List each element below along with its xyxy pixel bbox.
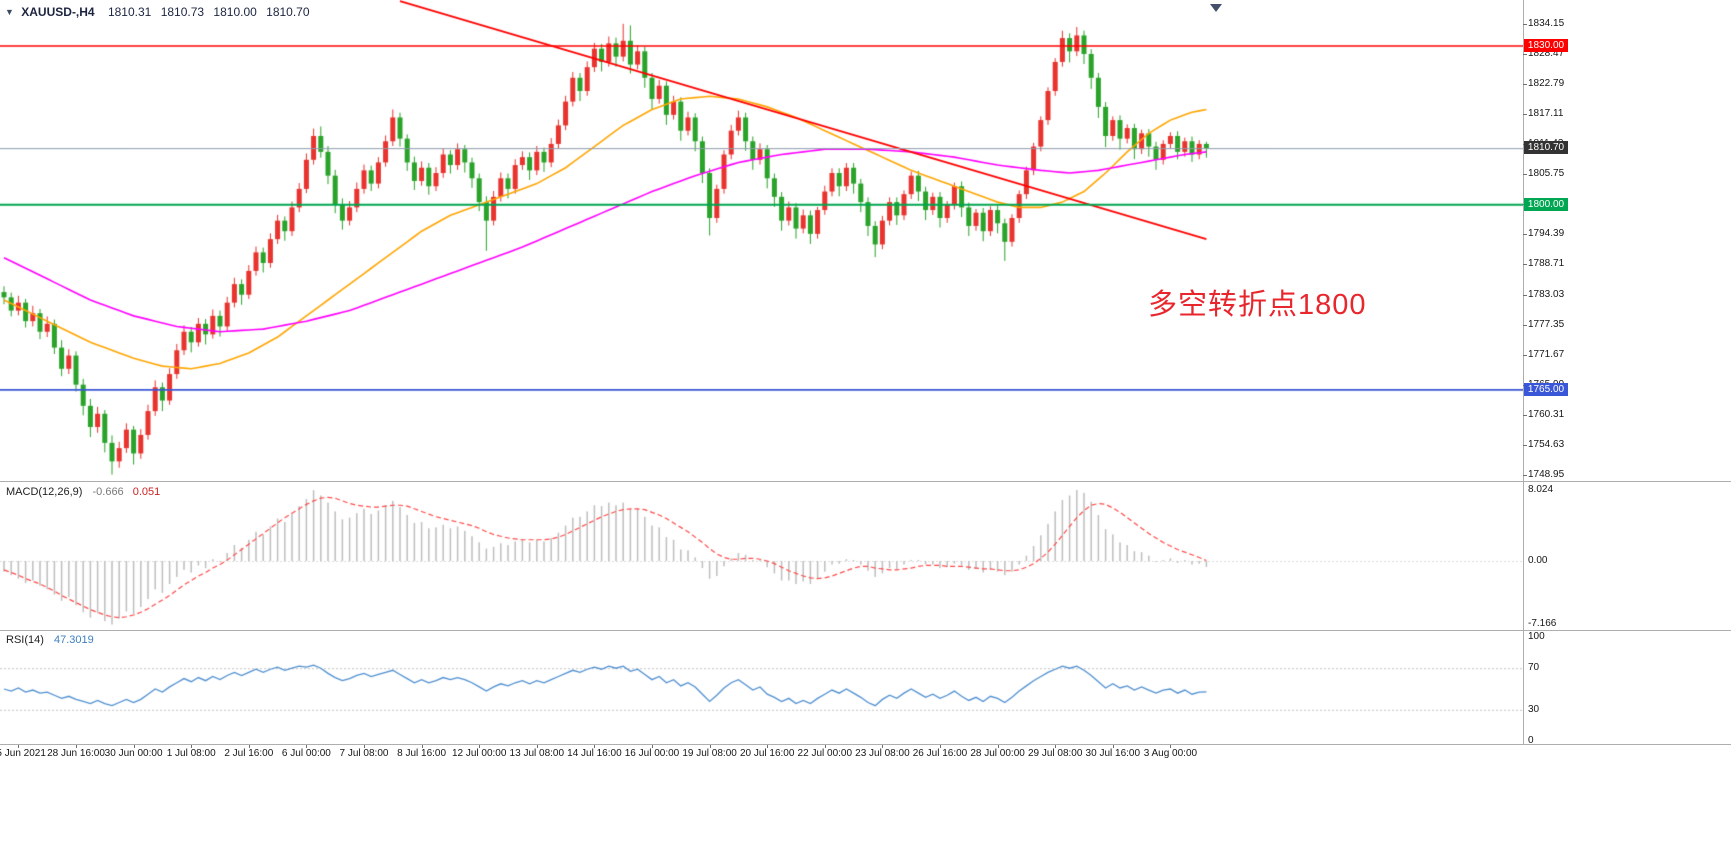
price-axis-label: 1783.03 xyxy=(1528,288,1565,300)
macd-indicator-label: MACD(12,26,9) -0.666 0.051 xyxy=(6,486,160,498)
macd-panel-separator[interactable] xyxy=(0,481,1731,482)
rsi-axis-label: 100 xyxy=(1528,631,1545,642)
time-axis-tick xyxy=(824,745,826,748)
price-axis-label: 1811.43 xyxy=(1528,138,1564,150)
time-axis-tick xyxy=(248,745,250,748)
price-axis-label: 1788.71 xyxy=(1528,258,1565,270)
price-axis-label: 1817.11 xyxy=(1528,108,1564,120)
time-axis-label: 3 Aug 00:00 xyxy=(1143,748,1198,759)
time-axis-tick xyxy=(191,745,193,748)
chart-plot-area[interactable] xyxy=(0,0,1523,745)
price-axis-label: 1828.47 xyxy=(1528,48,1565,60)
rsi-label-text: RSI(14) xyxy=(6,634,44,646)
time-axis-label: 19 Jul 08:00 xyxy=(682,748,737,759)
time-axis-tick xyxy=(1112,745,1114,748)
price-tag-resistance-1830: 1830.00 xyxy=(1524,39,1568,53)
time-axis-separator xyxy=(0,744,1731,745)
time-axis-label: 29 Jul 08:00 xyxy=(1027,748,1083,759)
time-axis-label: 22 Jul 00:00 xyxy=(797,748,853,759)
price-tag-current-price: 1810.70 xyxy=(1524,141,1568,155)
time-axis-tick xyxy=(421,745,423,748)
time-axis-label: 14 Jul 16:00 xyxy=(567,748,622,759)
ohlc-open-value: 1810.31 xyxy=(107,5,152,19)
time-axis-label: 28 Jun 16:00 xyxy=(47,748,105,759)
rsi-panel-separator[interactable] xyxy=(0,630,1731,631)
macd-axis-label: 8.024 xyxy=(1528,484,1554,495)
time-axis-label: 1 Jul 08:00 xyxy=(166,748,216,759)
time-axis-tick xyxy=(1170,745,1172,748)
rsi-axis-label: 70 xyxy=(1528,662,1540,674)
time-axis-tick xyxy=(306,745,308,748)
chart-header: ▼ XAUUSD-,H4 1810.31 1810.73 1810.00 181… xyxy=(5,5,316,19)
time-axis-label: 7 Jul 08:00 xyxy=(339,748,389,759)
macd-signal-value: 0.051 xyxy=(132,486,161,498)
price-axis-label: 1834.15 xyxy=(1528,18,1565,30)
time-axis-tick xyxy=(767,745,769,748)
price-axis-label: 1777.35 xyxy=(1528,318,1565,330)
ohlc-high-value: 1810.73 xyxy=(160,5,205,19)
time-axis-tick xyxy=(594,745,596,748)
time-axis-tick xyxy=(997,745,999,748)
time-axis-tick xyxy=(536,745,538,748)
time-axis-label: 13 Jul 08:00 xyxy=(509,748,565,759)
time-axis-label: 8 Jul 16:00 xyxy=(397,748,447,759)
symbol-timeframe-label: XAUUSD-,H4 xyxy=(21,5,95,19)
time-axis-label: 6 Jul 00:00 xyxy=(281,748,331,759)
macd-main-value: -0.666 xyxy=(92,486,124,498)
price-tag-pivot-1800: 1800.00 xyxy=(1524,197,1568,211)
time-axis-tick xyxy=(133,745,135,748)
time-axis-tick xyxy=(76,745,77,748)
time-axis-tick xyxy=(364,745,365,748)
time-axis-label: 30 Jul 16:00 xyxy=(1085,748,1141,759)
price-axis-label: 1754.63 xyxy=(1528,438,1565,450)
macd-label-text: MACD(12,26,9) xyxy=(6,486,83,498)
price-axis-separator[interactable] xyxy=(1523,0,1524,745)
time-axis-label: 20 Jul 16:00 xyxy=(739,748,795,759)
time-axis-label: 30 Jun 00:00 xyxy=(104,748,163,759)
price-axis-label: 1822.79 xyxy=(1528,78,1565,90)
symbol-dropdown-icon[interactable]: ▼ xyxy=(5,7,14,17)
price-tag-support-1765: 1765.00 xyxy=(1524,382,1568,396)
price-axis-label: 1760.31 xyxy=(1528,408,1565,420)
price-axis-label: 1794.39 xyxy=(1528,228,1565,240)
time-axis-tick xyxy=(479,745,481,748)
time-axis-label: 12 Jul 00:00 xyxy=(451,748,507,759)
price-axis-label: 1748.95 xyxy=(1528,468,1565,480)
price-axis-label: 1765.99 xyxy=(1528,378,1565,390)
price-axis-label: 1771.67 xyxy=(1528,348,1565,360)
time-axis-label: 26 Jul 16:00 xyxy=(912,748,968,759)
time-axis-tick xyxy=(1055,745,1057,748)
price-axis-label: 1800.07 xyxy=(1528,198,1565,210)
rsi-value: 47.3019 xyxy=(53,634,94,646)
macd-axis-label: 0.00 xyxy=(1528,555,1548,566)
chart-annotation-text: 多空转折点1800 xyxy=(1148,289,1367,321)
time-axis-label: 28 Jul 00:00 xyxy=(970,748,1025,759)
time-axis-tick xyxy=(652,745,653,748)
time-axis-tick xyxy=(940,745,941,748)
time-axis-tick xyxy=(18,745,20,748)
rsi-axis-label: 30 xyxy=(1528,703,1540,715)
ohlc-low-value: 1810.00 xyxy=(213,5,257,19)
price-axis-label: 1805.75 xyxy=(1528,168,1565,180)
chart-shift-marker-icon[interactable] xyxy=(1210,4,1222,12)
time-axis-label: 2 Jul 16:00 xyxy=(224,748,274,759)
time-axis-label: 25 Jun 2021 xyxy=(0,748,46,759)
time-axis-label: 16 Jul 00:00 xyxy=(624,748,680,759)
time-axis-label: 23 Jul 08:00 xyxy=(855,748,910,759)
rsi-indicator-label: RSI(14) 47.3019 xyxy=(6,634,94,646)
macd-axis-label: -7.166 xyxy=(1528,618,1557,630)
time-axis-tick xyxy=(882,745,884,748)
time-axis-tick xyxy=(709,745,711,748)
ohlc-close-value: 1810.70 xyxy=(266,5,310,19)
